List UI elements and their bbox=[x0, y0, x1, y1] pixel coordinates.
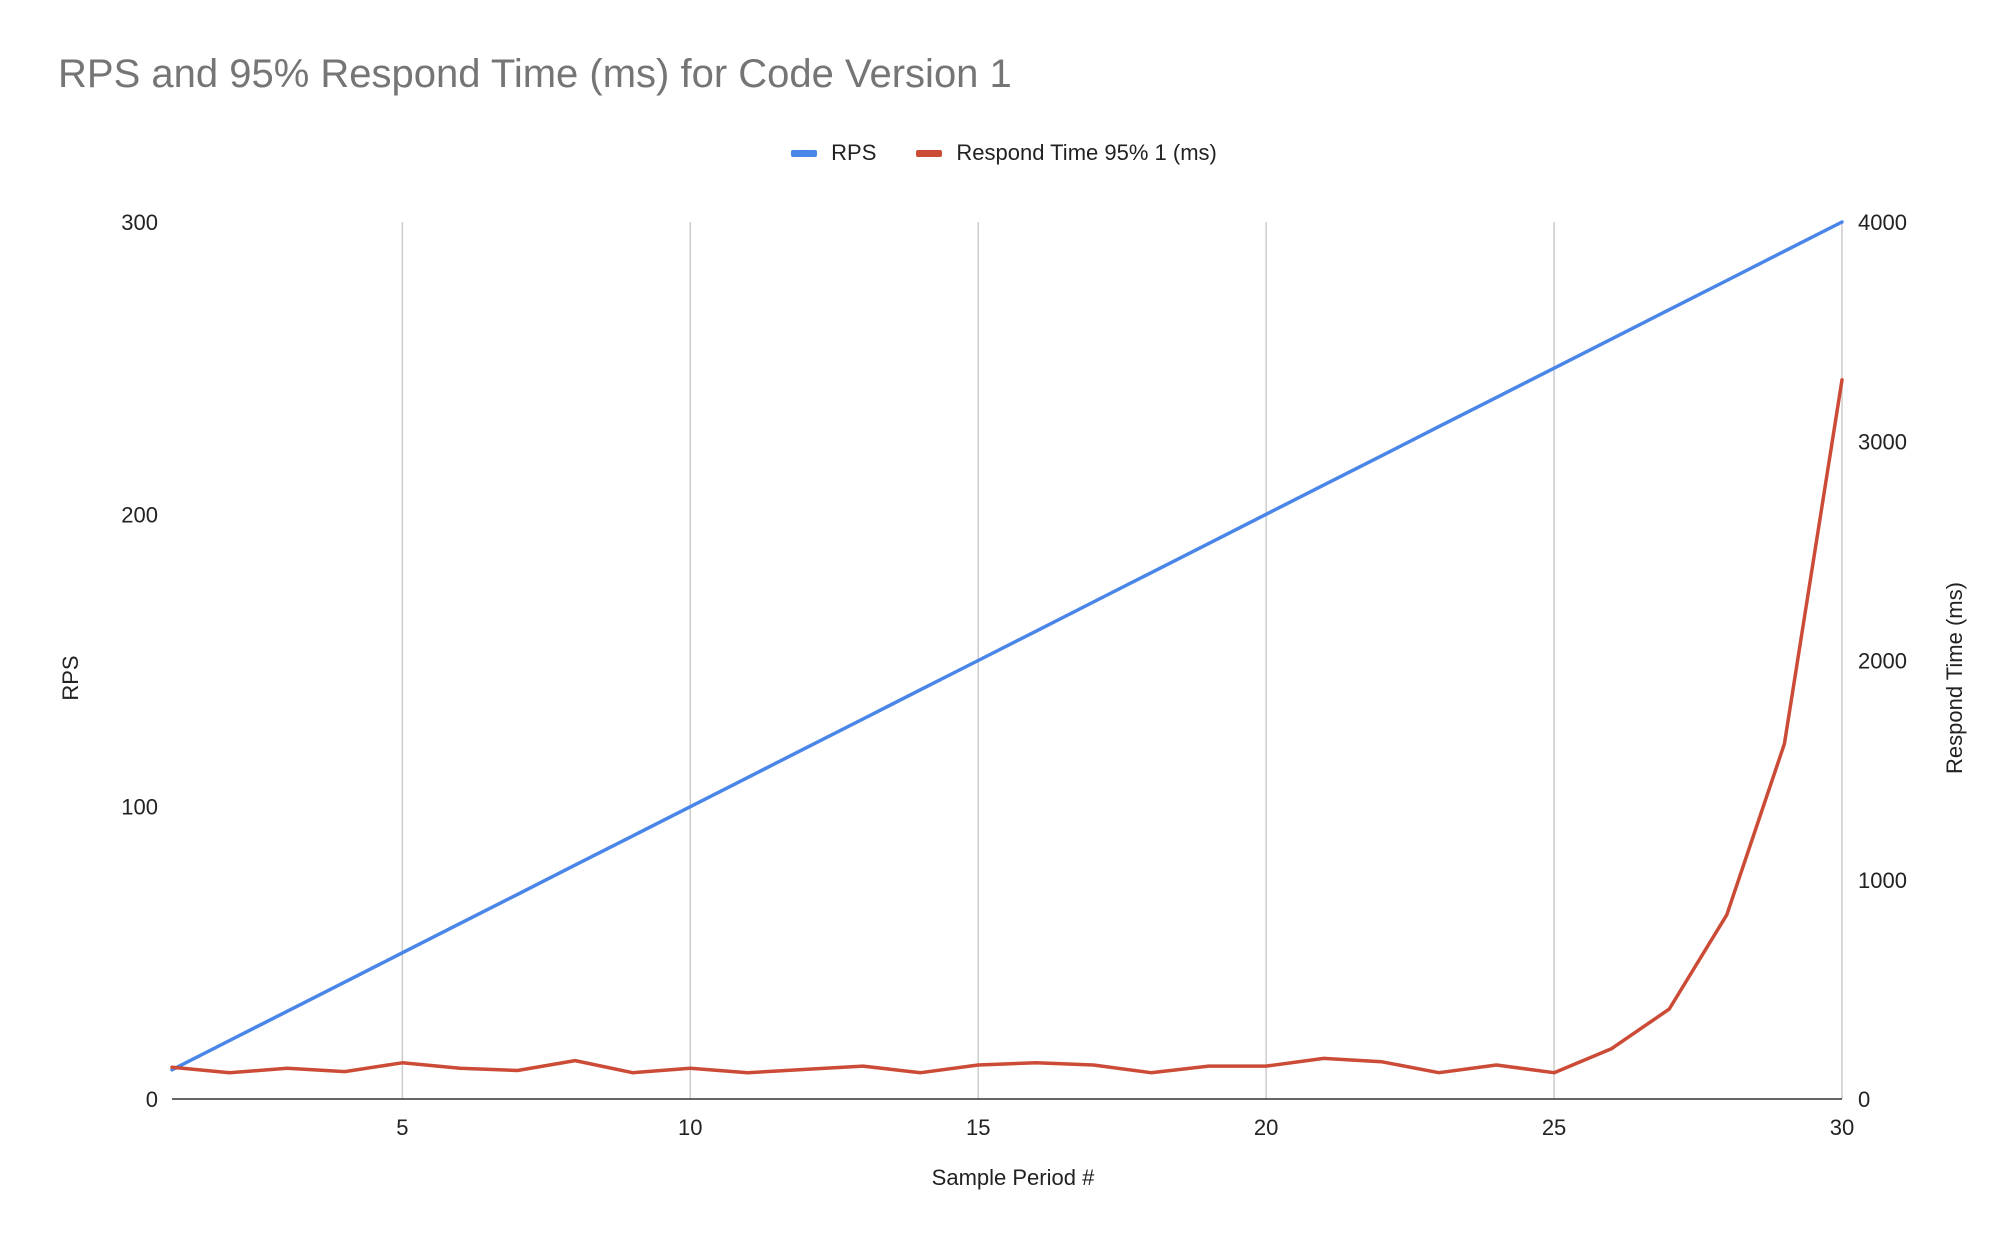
y-left-tick-label-200: 200 bbox=[121, 502, 158, 527]
y-left-tick-label-300: 300 bbox=[121, 210, 158, 235]
legend-swatch-respond-time bbox=[916, 149, 943, 157]
x-tick-label-25: 25 bbox=[1542, 1115, 1566, 1140]
series-line-respond-time bbox=[170, 378, 1844, 1075]
y-right-tick-label-2000: 2000 bbox=[1858, 649, 1907, 674]
x-tick-label-30: 30 bbox=[1830, 1115, 1854, 1140]
x-axis-label: Sample Period # bbox=[932, 1165, 1095, 1190]
y-right-tick-label-4000: 4000 bbox=[1858, 210, 1907, 235]
y-left-tick-label-0: 0 bbox=[146, 1087, 158, 1112]
legend-label-rps: RPS bbox=[831, 140, 877, 165]
legend-item-respond-time[interactable]: Respond Time 95% 1 (ms) bbox=[916, 140, 1217, 166]
y-axis-right-label: Respond Time (ms) bbox=[1942, 582, 1967, 774]
x-tick-label-20: 20 bbox=[1254, 1115, 1278, 1140]
legend-item-rps[interactable]: RPS bbox=[791, 140, 876, 166]
chart-title: RPS and 95% Respond Time (ms) for Code V… bbox=[58, 52, 1012, 96]
x-tick-label-15: 15 bbox=[966, 1115, 990, 1140]
legend-swatch-rps bbox=[791, 149, 818, 157]
grid-lines bbox=[401, 222, 1843, 1099]
x-tick-label-10: 10 bbox=[678, 1115, 702, 1140]
legend: RPS Respond Time 95% 1 (ms) bbox=[0, 140, 2008, 166]
series bbox=[170, 220, 1844, 1075]
y-right-tick-label-0: 0 bbox=[1858, 1087, 1870, 1112]
x-tick-label-5: 5 bbox=[396, 1115, 408, 1140]
legend-label-respond-time: Respond Time 95% 1 (ms) bbox=[956, 140, 1217, 165]
y-axis-left-label: RPS bbox=[58, 655, 83, 700]
y-left-tick-label-100: 100 bbox=[121, 795, 158, 820]
y-right-tick-label-1000: 1000 bbox=[1858, 868, 1907, 893]
y-right-tick-label-3000: 3000 bbox=[1858, 429, 1907, 454]
series-line-rps bbox=[170, 220, 1844, 1072]
